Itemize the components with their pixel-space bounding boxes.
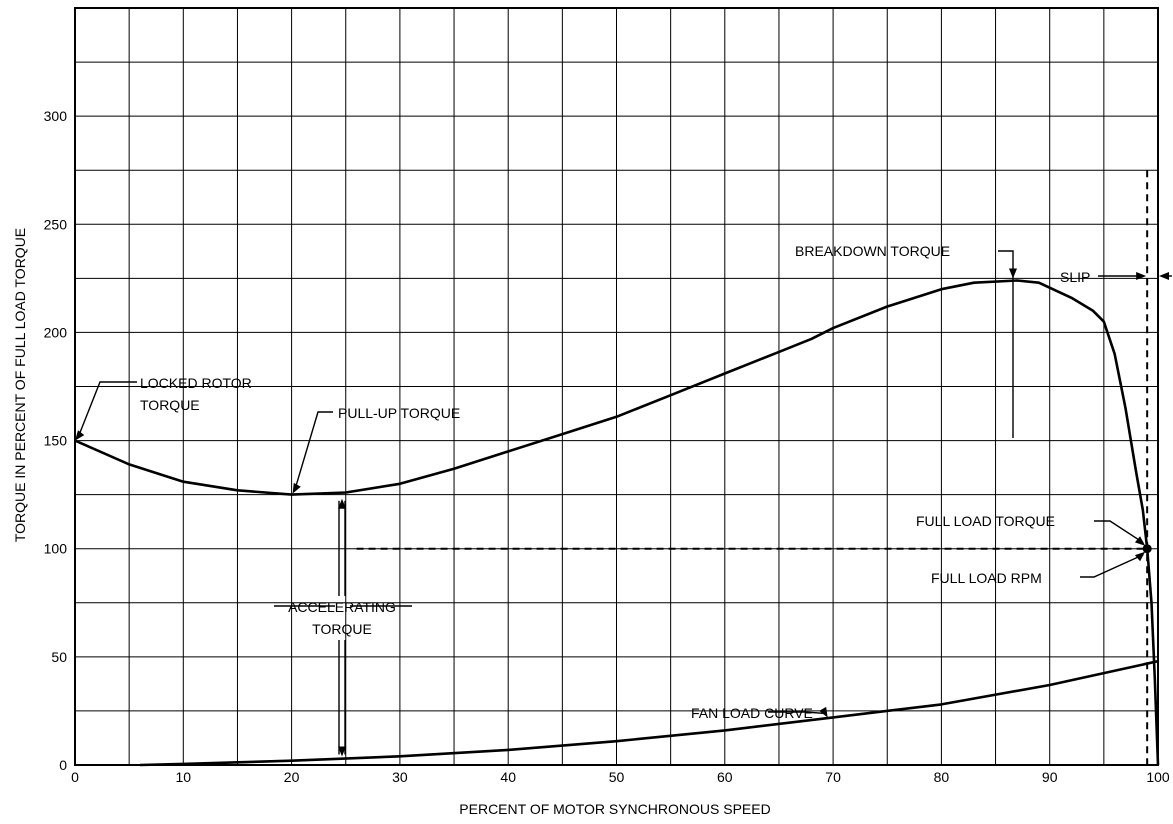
x-tick-label: 0 — [71, 769, 79, 785]
locked-rotor-label: LOCKED ROTOR — [140, 375, 252, 391]
x-tick-label: 80 — [934, 769, 950, 785]
full-load-torque-leader — [1094, 520, 1144, 544]
locked-rotor-leader — [77, 381, 137, 438]
motor-torque-curve — [74, 279, 1160, 766]
slip-right-arrow — [1159, 272, 1169, 280]
guide-layer — [356, 170, 1152, 765]
fan-load-leader — [768, 711, 827, 715]
pull-up-arrow — [292, 482, 301, 494]
x-tick-label: 50 — [609, 769, 625, 785]
x-tick-label: 90 — [1042, 769, 1058, 785]
full-load-torque-label: FULL LOAD TORQUE — [916, 513, 1055, 529]
x-axis-title: PERCENT OF MOTOR SYNCHRONOUS SPEED — [459, 801, 770, 817]
annotation-arrows — [75, 250, 1172, 757]
fan-load-label: FAN LOAD CURVE — [691, 705, 813, 721]
annotation-labels: LOCKED ROTOR TORQUE PULL-UP TORQUE BREAK… — [140, 243, 1090, 721]
x-tick-label: 30 — [392, 769, 408, 785]
y-tick-label: 250 — [44, 216, 68, 232]
y-tick-label: 100 — [44, 541, 68, 557]
pull-up-label: PULL-UP TORQUE — [338, 405, 460, 421]
x-tick-label: 70 — [825, 769, 841, 785]
full-load-rpm-label: FULL LOAD RPM — [931, 570, 1042, 586]
accel-up-arrow — [338, 498, 346, 509]
y-tick-label: 50 — [51, 649, 67, 665]
locked-rotor-arrow — [75, 430, 85, 441]
pull-up-leader — [293, 411, 333, 491]
breakdown-leader — [998, 250, 1014, 438]
y-axis-title: TORQUE IN PERCENT OF FULL LOAD TORQUE — [12, 228, 28, 542]
breakdown-label: BREAKDOWN TORQUE — [795, 243, 950, 259]
x-tick-label: 100 — [1146, 769, 1170, 785]
y-tick-label: 300 — [44, 108, 68, 124]
fan-load-arrow — [819, 706, 828, 718]
x-tick-label: 10 — [176, 769, 192, 785]
accel-down-arrow — [338, 746, 346, 757]
y-tick-label: 200 — [44, 324, 68, 340]
y-tick-label: 0 — [59, 757, 67, 773]
full-load-rpm-leader — [1080, 554, 1144, 578]
tick-labels: 0 10 20 30 40 50 60 70 80 90 100 0 50 100 150 200 250 300 — [44, 108, 1170, 785]
full-load-point — [1142, 544, 1152, 554]
series-layer — [74, 279, 1160, 767]
breakdown-arrow — [1009, 268, 1017, 279]
y-tick-label: 150 — [44, 433, 68, 449]
fan-load-curve — [139, 659, 1159, 767]
x-tick-label: 20 — [284, 769, 300, 785]
x-tick-label: 60 — [717, 769, 733, 785]
accelerating-label-2: TORQUE — [312, 621, 372, 637]
full-load-rpm-arrow — [1134, 551, 1146, 562]
x-tick-label: 40 — [500, 769, 516, 785]
slip-left-arrow — [1136, 272, 1147, 280]
slip-label: SLIP — [1060, 269, 1090, 285]
full-load-torque-arrow — [1134, 536, 1146, 546]
accelerating-label: ACCELERATING — [288, 599, 396, 615]
locked-rotor-label-2: TORQUE — [140, 397, 200, 413]
grid — [75, 8, 1158, 765]
plot-frame — [74, 7, 1159, 766]
